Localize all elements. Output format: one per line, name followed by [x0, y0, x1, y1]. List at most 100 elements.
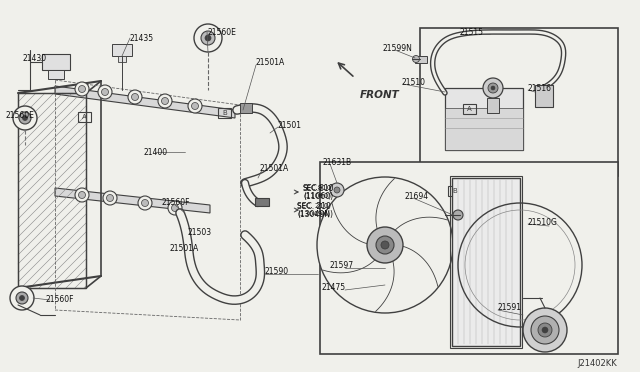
- Circle shape: [19, 295, 24, 301]
- Circle shape: [98, 85, 112, 99]
- Text: 21597: 21597: [330, 260, 354, 269]
- Circle shape: [205, 35, 211, 41]
- Text: A: A: [82, 114, 87, 120]
- Bar: [445, 88, 523, 150]
- Bar: [42, 54, 70, 70]
- Circle shape: [19, 112, 31, 124]
- Bar: [48, 70, 64, 79]
- Text: 21560E: 21560E: [207, 28, 236, 36]
- Text: 21560F: 21560F: [162, 198, 191, 206]
- Circle shape: [491, 86, 495, 90]
- Text: 21590: 21590: [265, 267, 289, 276]
- Circle shape: [330, 183, 344, 197]
- Circle shape: [138, 196, 152, 210]
- Text: 21430: 21430: [22, 54, 46, 62]
- Text: A: A: [467, 106, 472, 112]
- Bar: [18, 93, 86, 288]
- Bar: [448, 186, 461, 196]
- Text: B: B: [452, 188, 457, 194]
- Text: 21560E: 21560E: [5, 110, 34, 119]
- Circle shape: [172, 205, 179, 212]
- Circle shape: [79, 86, 86, 93]
- Bar: [18, 93, 86, 288]
- Bar: [112, 44, 132, 56]
- Text: 21400: 21400: [143, 148, 167, 157]
- Polygon shape: [55, 86, 235, 118]
- Circle shape: [103, 191, 117, 205]
- Text: J21402KK: J21402KK: [577, 359, 617, 368]
- Circle shape: [188, 99, 202, 113]
- Bar: [535, 85, 553, 107]
- Circle shape: [75, 188, 89, 202]
- Circle shape: [376, 236, 394, 254]
- Bar: [445, 108, 523, 150]
- Text: SEC. 210: SEC. 210: [297, 203, 328, 209]
- Circle shape: [334, 187, 340, 193]
- Circle shape: [523, 308, 567, 352]
- Circle shape: [16, 292, 28, 304]
- Circle shape: [10, 286, 34, 310]
- Circle shape: [531, 316, 559, 344]
- Circle shape: [381, 241, 389, 249]
- Circle shape: [542, 327, 548, 333]
- Text: 21510G: 21510G: [528, 218, 558, 227]
- Circle shape: [550, 223, 560, 233]
- Text: B: B: [222, 110, 227, 116]
- Text: 21501: 21501: [278, 121, 302, 129]
- Text: 21503: 21503: [188, 228, 212, 237]
- Circle shape: [453, 210, 463, 220]
- Bar: [487, 98, 499, 113]
- Bar: [118, 56, 126, 62]
- Circle shape: [106, 195, 113, 202]
- Circle shape: [488, 83, 498, 93]
- Text: SEC.810: SEC.810: [303, 185, 332, 191]
- Bar: [78, 112, 91, 122]
- Text: SEC. 210: SEC. 210: [297, 202, 331, 211]
- Text: 21501A: 21501A: [260, 164, 289, 173]
- Bar: [463, 104, 476, 114]
- Circle shape: [367, 227, 403, 263]
- Circle shape: [75, 82, 89, 96]
- Circle shape: [158, 94, 172, 108]
- Bar: [452, 178, 520, 346]
- Circle shape: [79, 192, 86, 199]
- Circle shape: [538, 323, 552, 337]
- Circle shape: [413, 55, 419, 62]
- Text: 21631B: 21631B: [323, 157, 352, 167]
- Text: 21515: 21515: [460, 28, 484, 36]
- Circle shape: [201, 31, 215, 45]
- Text: 21435: 21435: [130, 33, 154, 42]
- Text: (11060): (11060): [303, 193, 331, 199]
- Circle shape: [22, 115, 28, 121]
- Circle shape: [168, 201, 182, 215]
- Text: (13049N): (13049N): [297, 209, 333, 218]
- Circle shape: [102, 89, 109, 96]
- Circle shape: [194, 24, 222, 52]
- Text: (11060): (11060): [303, 192, 333, 201]
- Bar: [320, 162, 618, 354]
- Circle shape: [483, 78, 503, 98]
- Text: 21475: 21475: [322, 282, 346, 292]
- Text: 21501A: 21501A: [255, 58, 284, 67]
- Circle shape: [161, 97, 168, 105]
- Text: 21694: 21694: [405, 192, 429, 201]
- Bar: [450, 176, 522, 348]
- Bar: [240, 103, 252, 113]
- Circle shape: [131, 93, 138, 100]
- Text: 21501A: 21501A: [170, 244, 199, 253]
- Text: 21510: 21510: [402, 77, 426, 87]
- Bar: [218, 108, 231, 118]
- Bar: [415, 56, 427, 63]
- Polygon shape: [55, 188, 210, 213]
- Text: 21591: 21591: [498, 304, 522, 312]
- Circle shape: [141, 199, 148, 206]
- Circle shape: [13, 106, 37, 130]
- Text: 21560F: 21560F: [45, 295, 74, 305]
- Text: (13049N): (13049N): [297, 211, 330, 217]
- Circle shape: [128, 90, 142, 104]
- Text: 21516: 21516: [528, 83, 552, 93]
- Circle shape: [317, 177, 453, 313]
- Bar: [255, 198, 269, 206]
- Circle shape: [191, 103, 198, 109]
- Text: 21599N: 21599N: [383, 44, 413, 52]
